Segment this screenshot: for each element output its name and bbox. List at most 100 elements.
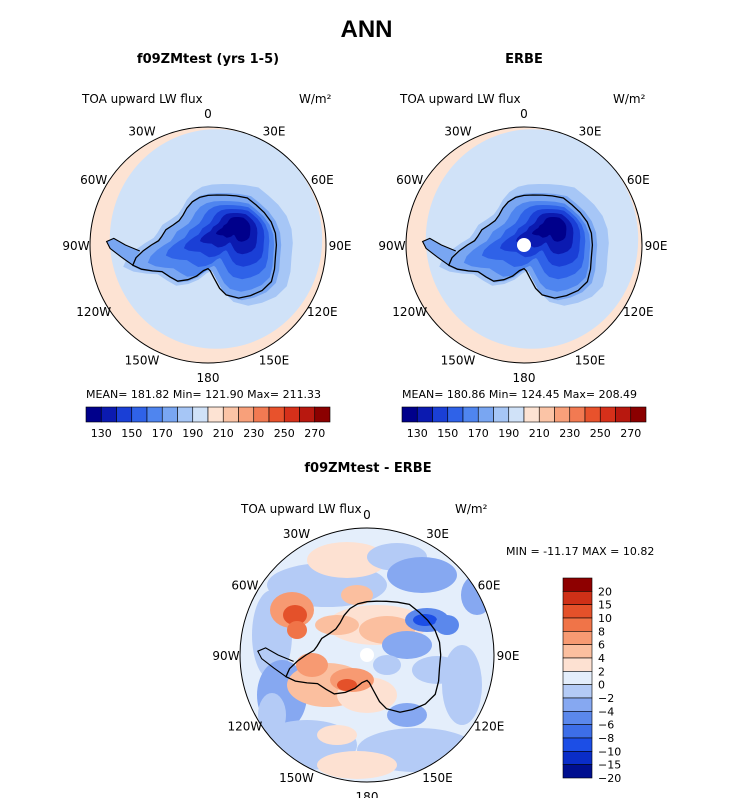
anomaly-patch: [307, 542, 387, 578]
colorbar-swatch: [161, 406, 178, 423]
colorbar-swatch: [462, 406, 479, 423]
map-border: [89, 126, 327, 364]
variable-label: TOA upward LW flux: [81, 92, 203, 106]
lon-label: 60W: [231, 579, 258, 593]
colorbar-tick-label: −6: [598, 719, 614, 732]
lon-label: 30E: [579, 125, 602, 139]
colorbar-tick-label: 230: [243, 427, 264, 440]
map-border: [239, 527, 495, 783]
anomaly-patch: [341, 585, 373, 605]
colorbar-swatch: [562, 684, 593, 699]
colorbar-swatch: [222, 406, 239, 423]
colorbar-tick-label: −20: [598, 772, 621, 785]
anomaly-patch: [435, 615, 459, 635]
colorbar-tick-label: 20: [598, 585, 612, 598]
coastline-peninsula: [257, 647, 294, 678]
anomaly-patch: [296, 653, 328, 677]
colorbar-tick-label: 130: [407, 427, 428, 440]
colorbar-swatch: [85, 406, 102, 423]
colorbar-1: 130 150 170 190 210 230 250 270: [401, 406, 647, 440]
colorbar-tick-label: 270: [620, 427, 641, 440]
pole-hole: [360, 648, 374, 662]
colorbar-swatch: [562, 764, 593, 779]
colorbar-swatch: [116, 406, 133, 423]
colorbar-swatch: [177, 406, 194, 423]
lon-label: 120E: [474, 720, 505, 734]
band-120: [215, 217, 251, 242]
map-title: ERBE: [505, 52, 543, 67]
map-field: [240, 528, 494, 782]
anomaly-patch: [287, 621, 307, 639]
colorbar-tick-label: 2: [598, 665, 605, 678]
lon-label: 30E: [263, 125, 286, 139]
colorbar-swatch: [146, 406, 163, 423]
lon-label: 60W: [80, 173, 107, 187]
lon-label: 90E: [329, 239, 352, 253]
page-title: ANN: [340, 16, 393, 43]
colorbar-swatch: [523, 406, 540, 423]
colorbar-tick-label: −8: [598, 732, 614, 745]
colorbar-swatch: [131, 406, 148, 423]
lon-label: 90W: [212, 649, 239, 663]
colorbar-swatch: [562, 671, 593, 685]
coastline: [285, 600, 442, 713]
lon-label: 150W: [441, 353, 476, 367]
lon-label: 120E: [623, 305, 654, 319]
colorbar-swatch: [477, 406, 494, 423]
lon-label: 90E: [497, 649, 520, 663]
coastline-peninsula: [105, 237, 141, 266]
lon-label: 60E: [478, 579, 501, 593]
pole-hole: [517, 238, 531, 252]
colorbar-tick-label: 4: [598, 652, 605, 665]
colorbar-swatch: [447, 406, 464, 423]
colorbar-tick-label: 190: [182, 427, 203, 440]
colorbar-swatch: [562, 697, 593, 712]
lon-label: 90W: [378, 239, 405, 253]
lon-label: 150E: [259, 353, 290, 367]
colorbar-tick-label: −10: [598, 745, 621, 758]
anomaly-patch: [412, 656, 462, 684]
colorbar-swatch: [615, 406, 632, 423]
colorbar-swatch: [562, 604, 593, 619]
map-field: [406, 127, 642, 363]
colorbar-0: 130 150 170 190 210 230 250 270: [85, 406, 331, 440]
units-label: W/m²: [299, 92, 332, 106]
lon-label: 180: [356, 790, 379, 798]
colorbar-tick-label: −4: [598, 705, 614, 718]
colorbar-tick-label: 230: [559, 427, 580, 440]
stats-text: MIN = -11.17 MAX = 10.82: [506, 545, 654, 558]
lon-label: 30W: [444, 125, 471, 139]
lon-label: 120W: [76, 305, 111, 319]
anomaly-patch: [283, 605, 307, 625]
anomaly-patch: [317, 751, 397, 779]
variable-label: TOA upward LW flux: [240, 502, 362, 516]
anomaly-patch: [258, 693, 286, 737]
lon-label: 120W: [392, 305, 427, 319]
lon-labels-1: 0 30E 60E 90E 120E 150E 180 150W 120W 90W 60W 30W: [378, 107, 667, 385]
coastline: [447, 194, 594, 299]
lon-label: 120E: [307, 305, 338, 319]
colorbar-swatch: [562, 724, 593, 739]
colorbar-swatch: [192, 406, 209, 423]
colorbar-swatch: [569, 406, 586, 423]
map-border: [405, 126, 643, 364]
band-170-peninsula: [106, 238, 140, 266]
coastline: [131, 194, 278, 299]
anomaly-patch: [387, 557, 457, 593]
colorbar-swatch: [432, 406, 449, 423]
colorbar-tick-label: 210: [213, 427, 234, 440]
colorbar-tick-label: 250: [590, 427, 611, 440]
variable-label: TOA upward LW flux: [399, 92, 521, 106]
colorbar-swatch: [538, 406, 555, 423]
lon-label: 0: [363, 508, 371, 522]
colorbar-tick-label: 0: [598, 679, 605, 692]
colorbar-tick-label: 15: [598, 599, 612, 612]
lon-label: 180: [197, 371, 220, 385]
lon-label: 120W: [228, 720, 263, 734]
lon-labels-2: 0 30E 60E 90E 120E 150E 180 150W 120W 90W 60W 30W: [212, 508, 519, 798]
map-2: [239, 527, 495, 783]
map-1: [405, 126, 643, 364]
colorbar-swatch: [562, 657, 593, 672]
